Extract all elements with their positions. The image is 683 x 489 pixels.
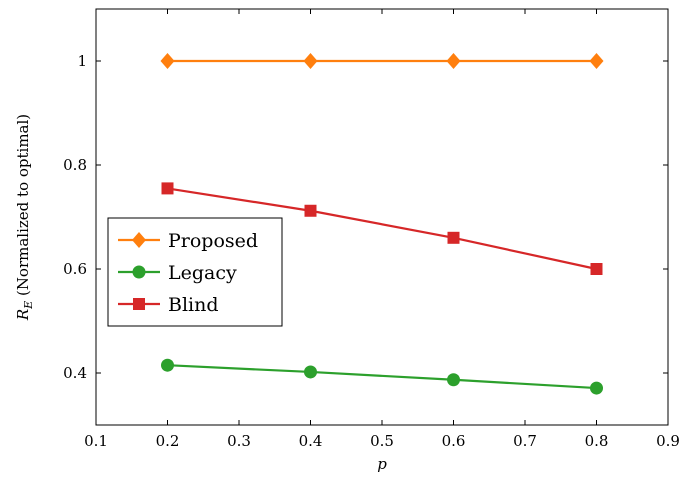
x-tick-label: 0.6 xyxy=(442,432,466,450)
data-point-blind xyxy=(161,182,174,195)
data-point-proposed xyxy=(446,53,461,69)
legend-marker-proposed xyxy=(132,232,146,248)
series-line-legacy xyxy=(167,364,597,390)
y-axis-title-subscript: E xyxy=(22,301,35,310)
plot-frame xyxy=(95,8,669,426)
y-tick-label: 0.4 xyxy=(63,364,87,382)
x-axis-title: p xyxy=(377,455,387,473)
x-axis: 0.1 0.2 0.3 0.4 0.5 0.6 0.7 0.8 0.9 xyxy=(84,9,680,450)
x-tick-label: 0.5 xyxy=(370,432,394,450)
series-line-blind xyxy=(167,187,597,271)
y-tick-label: 1 xyxy=(77,52,87,70)
x-tick-label: 0.1 xyxy=(84,432,108,450)
x-tick-label: 0.2 xyxy=(156,432,180,450)
y-axis-title: RE (Normalized to optimal) xyxy=(14,114,35,321)
data-point-legacy xyxy=(590,381,603,395)
series-blind xyxy=(161,182,603,275)
data-point-legacy xyxy=(304,365,317,379)
legend-label-blind: Blind xyxy=(168,294,219,316)
series-legacy xyxy=(161,358,603,395)
data-point-blind xyxy=(304,204,317,217)
data-point-blind xyxy=(447,231,460,244)
series-proposed xyxy=(160,53,604,69)
y-axis-title-main: R xyxy=(14,309,32,321)
legend-marker-legacy xyxy=(132,265,146,279)
legend: Proposed Legacy Blind xyxy=(107,217,283,327)
data-point-proposed xyxy=(160,53,175,69)
y-axis: 0.4 0.6 0.8 1 xyxy=(63,52,668,382)
x-tick-label: 0.9 xyxy=(656,432,680,450)
legend-label-legacy: Legacy xyxy=(168,262,237,284)
data-point-legacy xyxy=(161,358,174,372)
series-layer xyxy=(160,53,604,395)
x-tick-label: 0.3 xyxy=(227,432,251,450)
data-point-legacy xyxy=(447,373,460,387)
y-axis-title-rest: (Normalized to optimal) xyxy=(14,114,32,301)
data-point-blind xyxy=(590,263,603,275)
x-tick-label: 0.7 xyxy=(513,432,537,450)
y-tick-label: 0.8 xyxy=(63,156,87,174)
y-tick-label: 0.6 xyxy=(63,260,87,278)
data-point-proposed xyxy=(589,53,604,69)
x-tick-label: 0.4 xyxy=(299,432,323,450)
legend-label-proposed: Proposed xyxy=(168,230,258,252)
data-point-proposed xyxy=(303,53,318,69)
x-tick-label: 0.8 xyxy=(585,432,609,450)
legend-marker-blind xyxy=(133,298,145,310)
